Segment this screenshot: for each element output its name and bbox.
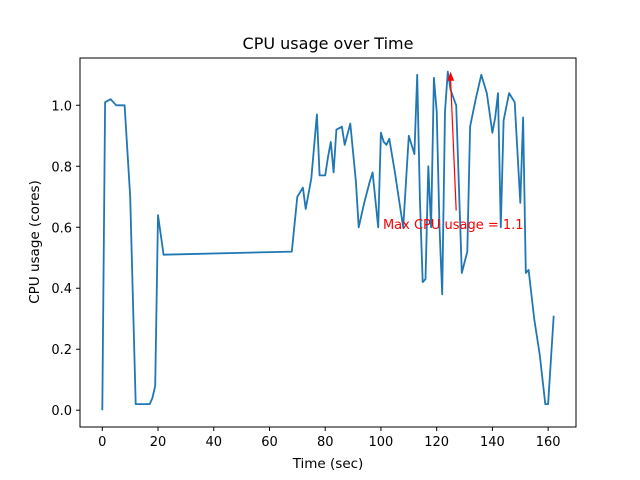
annotation-arrow-line	[450, 79, 457, 211]
y-tick-label: 1.0	[51, 99, 72, 114]
annotation-group: Max CPU usage = 1.1	[383, 71, 524, 233]
y-axis-label: CPU usage (cores)	[27, 180, 43, 304]
x-tick-label: 140	[480, 435, 505, 450]
annotation-arrow-head	[447, 71, 455, 81]
x-tick-label: 20	[150, 435, 167, 450]
x-tick-label: 60	[261, 435, 278, 450]
x-tick-label: 0	[98, 435, 106, 450]
y-tick-label: 0.6	[51, 221, 72, 236]
x-tick-label: 40	[205, 435, 222, 450]
x-tick-label: 80	[317, 435, 334, 450]
y-tick-label: 0.4	[51, 282, 72, 297]
x-axis-ticks: 0 20 40 60 80 100 120 140 160	[98, 427, 561, 450]
y-tick-label: 0.0	[51, 404, 72, 419]
annotation-label: Max CPU usage = 1.1	[383, 218, 524, 233]
series-lines	[101, 70, 555, 411]
chart-title: CPU usage over Time	[243, 34, 414, 53]
y-tick-label: 0.2	[51, 343, 72, 358]
x-tick-label: 120	[424, 435, 449, 450]
cpu-usage-line	[101, 70, 555, 411]
x-tick-label: 160	[536, 435, 561, 450]
x-axis-label: Time (sec)	[292, 456, 364, 472]
plot-frame	[79, 57, 577, 428]
y-axis-ticks: 0.0 0.2 0.4 0.6 0.8 1.0	[51, 99, 80, 419]
y-tick-label: 0.8	[51, 160, 72, 175]
plot-area	[80, 58, 576, 427]
x-tick-label: 100	[369, 435, 394, 450]
